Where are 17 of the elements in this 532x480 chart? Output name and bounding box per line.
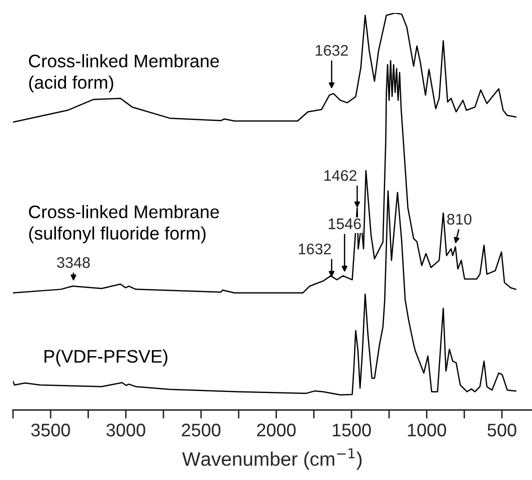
x-tick-label: 3000: [106, 424, 146, 436]
text: Cross-linked Membrane (sulfonyl fluoride form): [28, 205, 219, 244]
x-axis-title: Wavenumber (cm$^{−1}$): [182, 448, 362, 470]
series-label: Cross-linked Membrane (acid form): [28, 54, 219, 92]
x-tick-label: 1500: [332, 424, 371, 436]
annotation: 3348: [57, 257, 90, 268]
x-tick-label: 1000: [408, 424, 446, 436]
annotation: 1546: [328, 218, 361, 230]
annotation: 1462: [324, 170, 356, 181]
annotation: 1632: [298, 244, 331, 254]
x-tick-label: 2000: [257, 424, 296, 436]
annotation: 810: [447, 214, 472, 225]
x-tick-label: 2500: [182, 424, 220, 436]
x-tick-label: 500: [488, 424, 516, 436]
x-tick-label: 3500: [31, 424, 70, 436]
annotation: 1632: [316, 44, 348, 56]
series-label: P(VDF-PFSVE): [44, 350, 168, 366]
